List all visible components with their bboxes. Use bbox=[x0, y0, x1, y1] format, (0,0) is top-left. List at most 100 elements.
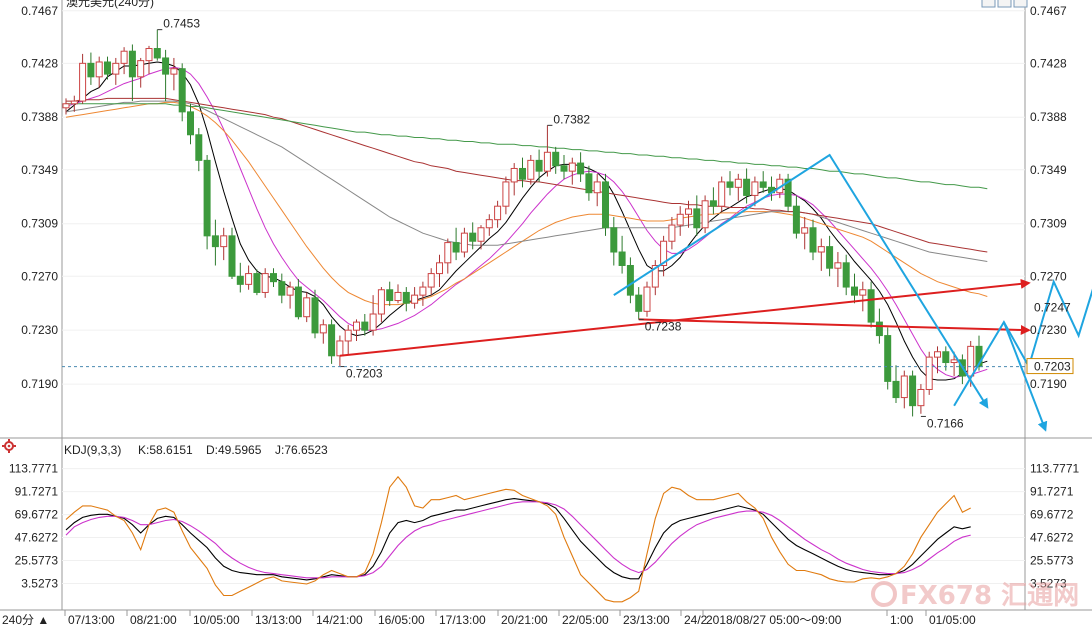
candlestick[interactable] bbox=[668, 224, 676, 242]
candlestick[interactable] bbox=[892, 380, 900, 399]
candlestick[interactable] bbox=[369, 313, 377, 331]
timeframe-selector[interactable]: 240分 ▲ bbox=[2, 613, 49, 627]
candlestick[interactable] bbox=[353, 321, 360, 331]
candlestick[interactable] bbox=[328, 324, 336, 357]
candlestick[interactable] bbox=[469, 232, 477, 242]
candlestick[interactable] bbox=[270, 273, 277, 283]
candlestick[interactable] bbox=[784, 178, 792, 207]
candlestick[interactable] bbox=[62, 103, 70, 109]
candlestick[interactable] bbox=[577, 162, 585, 175]
candlestick[interactable] bbox=[236, 275, 244, 285]
candlestick[interactable] bbox=[975, 345, 983, 368]
candlestick[interactable] bbox=[917, 388, 925, 407]
candlestick[interactable] bbox=[261, 273, 269, 293]
candlestick[interactable] bbox=[286, 286, 294, 296]
candlestick[interactable] bbox=[560, 165, 568, 172]
candlestick[interactable] bbox=[386, 289, 394, 302]
candlestick[interactable] bbox=[494, 205, 502, 221]
candlestick[interactable] bbox=[809, 227, 817, 253]
candlestick[interactable] bbox=[759, 181, 767, 188]
candlestick[interactable] bbox=[851, 286, 858, 296]
candlestick[interactable] bbox=[427, 273, 435, 288]
panel-button-3[interactable] bbox=[1013, 0, 1028, 8]
candlestick[interactable] bbox=[934, 351, 941, 358]
candlestick[interactable] bbox=[734, 178, 742, 188]
candlestick[interactable] bbox=[817, 246, 825, 253]
candlestick[interactable] bbox=[660, 240, 668, 266]
candlestick[interactable] bbox=[502, 181, 510, 207]
candlestick[interactable] bbox=[842, 262, 850, 288]
candlestick[interactable] bbox=[402, 291, 410, 304]
candlestick[interactable] bbox=[593, 181, 601, 194]
candlestick[interactable] bbox=[826, 246, 834, 269]
candlestick[interactable] bbox=[635, 294, 643, 312]
candlestick[interactable] bbox=[519, 167, 526, 180]
candlestick[interactable] bbox=[834, 262, 842, 269]
candlestick[interactable] bbox=[79, 62, 87, 102]
candlestick[interactable] bbox=[552, 151, 560, 167]
candlestick[interactable] bbox=[211, 235, 219, 248]
candlestick[interactable] bbox=[510, 167, 518, 183]
candlestick[interactable] bbox=[685, 208, 692, 215]
candlestick[interactable] bbox=[859, 289, 867, 296]
candlestick[interactable] bbox=[792, 205, 800, 234]
candlestick[interactable] bbox=[452, 242, 460, 253]
kdj-panel[interactable]: 113.7771 91.7271 69.6772 47.6272 25.5773 3.52… bbox=[2, 438, 1079, 610]
candlestick[interactable] bbox=[543, 151, 551, 172]
candlestick[interactable] bbox=[411, 294, 419, 304]
candlestick[interactable] bbox=[203, 159, 211, 237]
candlestick[interactable] bbox=[377, 289, 385, 315]
candlestick[interactable] bbox=[743, 178, 751, 196]
candlestick[interactable] bbox=[104, 61, 111, 75]
candlestick[interactable] bbox=[460, 232, 468, 253]
candlestick[interactable] bbox=[419, 286, 427, 296]
candlestick[interactable] bbox=[950, 359, 958, 364]
candlestick[interactable] bbox=[170, 68, 178, 75]
candlestick[interactable] bbox=[477, 227, 485, 242]
candlestick[interactable] bbox=[278, 281, 286, 296]
candlestick[interactable] bbox=[145, 48, 153, 62]
candlestick[interactable] bbox=[693, 208, 701, 229]
candlestick[interactable] bbox=[967, 345, 975, 377]
candlestick[interactable] bbox=[618, 251, 626, 266]
candlestick[interactable] bbox=[626, 264, 634, 296]
candlestick[interactable] bbox=[361, 321, 369, 331]
candlestick[interactable] bbox=[651, 264, 659, 288]
candlestick[interactable] bbox=[867, 289, 875, 323]
candlestick[interactable] bbox=[195, 134, 203, 161]
candlestick[interactable] bbox=[875, 321, 883, 337]
panel-button-2[interactable] bbox=[997, 0, 1012, 8]
candlestick[interactable] bbox=[568, 162, 576, 172]
candlestick[interactable] bbox=[676, 213, 684, 226]
candlestick[interactable] bbox=[112, 62, 120, 75]
candlestick[interactable] bbox=[153, 48, 161, 59]
candlesticks[interactable] bbox=[62, 29, 983, 417]
candlestick[interactable] bbox=[643, 286, 651, 312]
candlestick[interactable] bbox=[585, 173, 593, 194]
candlestick[interactable] bbox=[303, 297, 311, 318]
candlestick[interactable] bbox=[610, 227, 618, 253]
candlestick[interactable] bbox=[344, 329, 352, 342]
candlestick[interactable] bbox=[70, 100, 78, 105]
candlestick[interactable] bbox=[245, 273, 253, 285]
candlestick[interactable] bbox=[884, 335, 892, 382]
candlestick[interactable] bbox=[228, 235, 236, 277]
candlestick[interactable] bbox=[162, 57, 170, 75]
candlestick[interactable] bbox=[137, 60, 145, 78]
candlestick[interactable] bbox=[336, 340, 344, 357]
candlestick[interactable] bbox=[726, 181, 734, 188]
candlestick[interactable] bbox=[394, 291, 402, 302]
panel-button-1[interactable] bbox=[981, 0, 996, 8]
candlestick[interactable] bbox=[253, 273, 261, 293]
candlestick[interactable] bbox=[436, 262, 443, 275]
candlestick[interactable] bbox=[220, 235, 228, 248]
candlestick[interactable] bbox=[718, 181, 726, 207]
candlestick[interactable] bbox=[527, 159, 535, 180]
candlestick[interactable] bbox=[909, 375, 917, 407]
candlestick[interactable] bbox=[87, 62, 95, 78]
candlestick[interactable] bbox=[294, 286, 302, 318]
gear-icon[interactable] bbox=[2, 439, 16, 453]
candlestick[interactable] bbox=[751, 181, 759, 196]
candlestick[interactable] bbox=[444, 242, 452, 264]
